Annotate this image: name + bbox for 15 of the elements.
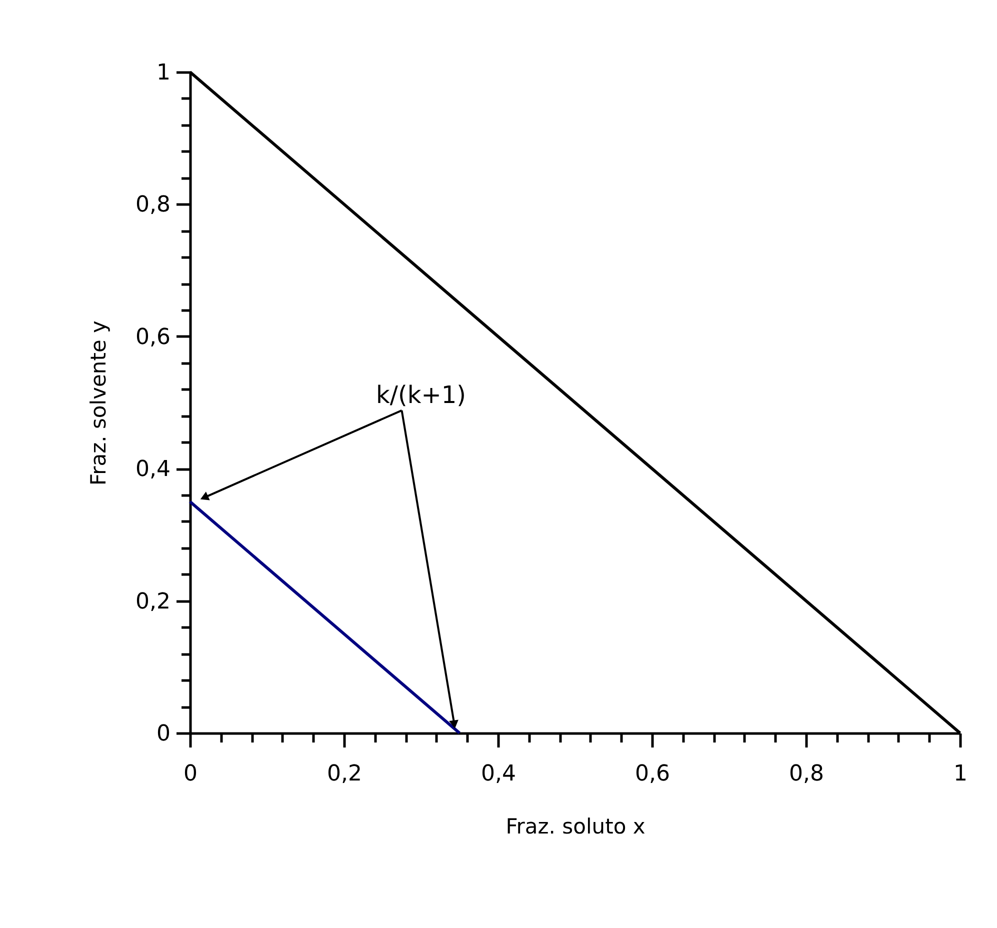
y-tick-label: 0,8 [136, 192, 170, 218]
x-tick-label: 0,8 [789, 762, 824, 786]
x-tick-label: 0,6 [635, 762, 670, 786]
y-axis-title: Fraz. solvente y [86, 320, 111, 486]
y-tick-label: 0,4 [136, 457, 170, 482]
x-tick-label: 0,4 [481, 762, 516, 786]
y-tick-label: 0 [156, 722, 170, 746]
y-tick-label: 1 [156, 60, 170, 86]
y-tick-label: 0,6 [136, 324, 170, 350]
y-tick-label: 0,2 [136, 589, 170, 614]
x-axis-title: Fraz. soluto x [506, 814, 646, 838]
x-tick-label: 0,2 [327, 762, 362, 786]
x-tick-label: 1 [954, 762, 968, 786]
x-tick-label: 0 [184, 762, 198, 786]
annotation: k/(k+1) [376, 380, 466, 409]
